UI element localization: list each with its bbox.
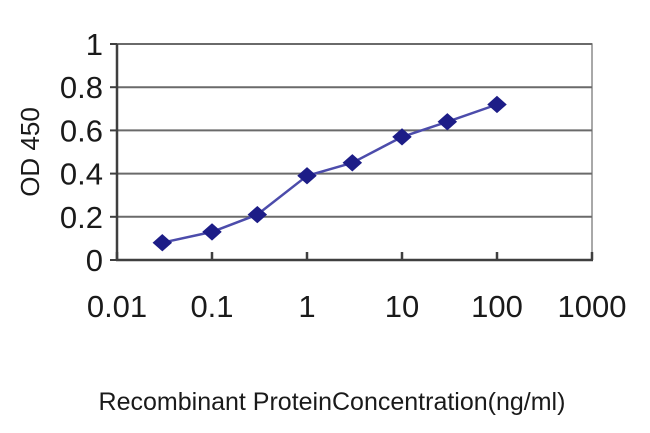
x-tick-label: 0.01 <box>87 289 147 324</box>
y-tick-label: 0.4 <box>60 157 103 192</box>
axes-layer <box>110 43 594 262</box>
y-axis-title: OD 450 <box>15 107 45 197</box>
y-tick-label: 1 <box>86 27 103 62</box>
x-tick-label: 10 <box>385 289 419 324</box>
data-point-marker <box>247 205 268 224</box>
tick-labels-layer: 0 0.2 0.4 0.6 0.8 1 0.01 0.1 1 10 100 1000 <box>60 27 627 324</box>
y-tick-label: 0.2 <box>60 200 103 235</box>
series-line <box>161 103 499 244</box>
data-point-marker <box>342 154 363 172</box>
x-tick-label: 1000 <box>558 289 627 324</box>
y-tick-label: 0.8 <box>60 70 103 105</box>
data-point-marker <box>202 223 222 241</box>
data-point-marker <box>392 128 412 146</box>
x-tick-label: 100 <box>471 289 523 324</box>
data-series-layer <box>152 95 507 252</box>
x-tick-label: 1 <box>298 289 315 324</box>
y-tick-label: 0.6 <box>60 113 103 148</box>
x-axis-title: Recombinant ProteinConcentration(ng/ml) <box>99 388 566 416</box>
x-tick-label: 0.1 <box>190 289 233 324</box>
y-tick-label: 0 <box>86 243 103 278</box>
data-point-marker <box>152 234 173 252</box>
data-point-marker <box>487 95 507 114</box>
data-point-marker <box>437 113 458 131</box>
plot-area-border <box>116 43 593 261</box>
gridlines-layer <box>116 43 593 261</box>
data-point-marker <box>297 167 317 185</box>
